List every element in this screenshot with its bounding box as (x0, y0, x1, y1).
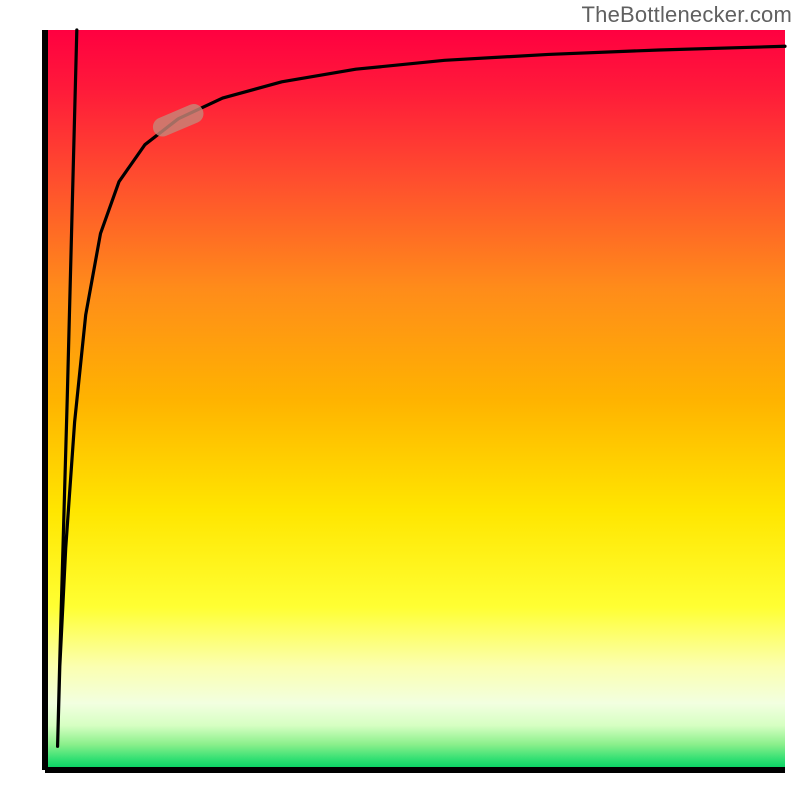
bottleneck-chart (0, 0, 800, 800)
plot-background (45, 30, 785, 770)
watermark-text: TheBottlenecker.com (582, 2, 792, 28)
chart-stage: TheBottlenecker.com (0, 0, 800, 800)
